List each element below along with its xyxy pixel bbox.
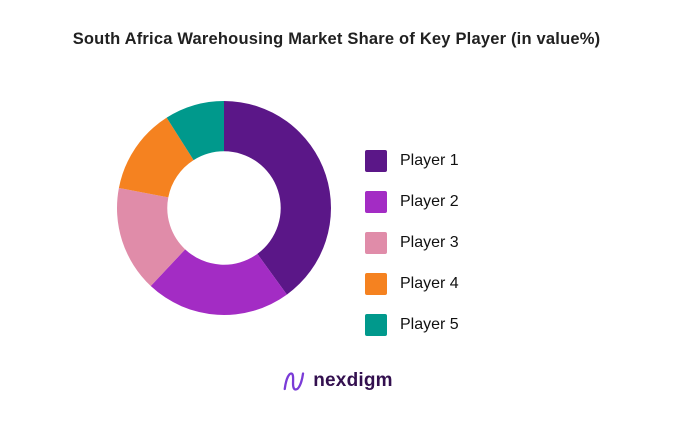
donut-slice bbox=[117, 187, 186, 286]
legend-swatch bbox=[365, 232, 387, 254]
legend-item: Player 2 bbox=[365, 191, 459, 213]
legend-swatch bbox=[365, 273, 387, 295]
legend: Player 1 Player 2 Player 3 Player 4 Player 5 bbox=[365, 150, 459, 336]
legend-swatch bbox=[365, 150, 387, 172]
legend-swatch bbox=[365, 191, 387, 213]
legend-label: Player 3 bbox=[400, 234, 459, 251]
legend-label: Player 4 bbox=[400, 275, 459, 292]
logo-text: nexdigm bbox=[313, 370, 393, 391]
legend-item: Player 5 bbox=[365, 314, 459, 336]
donut-slice bbox=[166, 101, 224, 161]
legend-swatch bbox=[365, 314, 387, 336]
logo: nexdigm bbox=[280, 368, 393, 394]
legend-label: Player 1 bbox=[400, 152, 459, 169]
legend-item: Player 1 bbox=[365, 150, 459, 172]
chart-title: South Africa Warehousing Market Share of… bbox=[72, 30, 601, 48]
donut-chart-svg bbox=[117, 101, 331, 315]
legend-label: Player 5 bbox=[400, 316, 459, 333]
donut-chart bbox=[116, 100, 332, 316]
donut-slice bbox=[118, 117, 194, 198]
legend-item: Player 3 bbox=[365, 232, 459, 254]
donut-slice bbox=[150, 249, 287, 315]
legend-label: Player 2 bbox=[400, 193, 459, 210]
nexdigm-wave-icon bbox=[283, 372, 304, 391]
donut-slice bbox=[224, 101, 331, 295]
legend-item: Player 4 bbox=[365, 273, 459, 295]
